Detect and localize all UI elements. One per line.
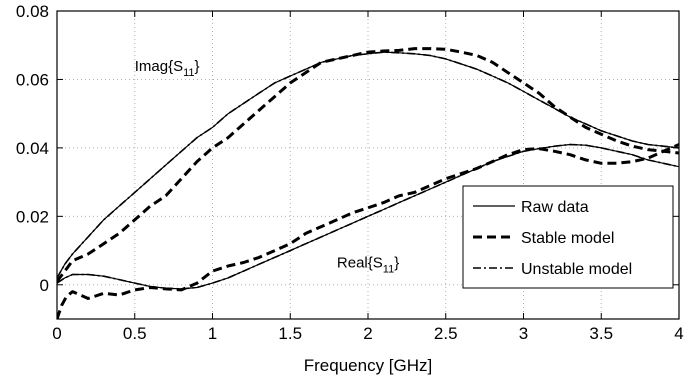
series-line-dashdot-imag [57, 51, 679, 279]
series-line-dashed-imag [57, 47, 679, 283]
y-tick-label: 0 [40, 276, 49, 295]
x-tick-label: 0 [52, 324, 61, 343]
annotations: Imag{S11} Real{S11} [135, 58, 399, 276]
x-tick-label: 3 [519, 324, 528, 343]
annotation-label: Real{S11} [337, 255, 399, 276]
y-tick-label: 0.06 [16, 70, 49, 89]
legend-label: Raw data [521, 199, 589, 216]
y-tick-label: 0.08 [16, 2, 49, 21]
annotation-label: Imag{S11} [135, 58, 200, 79]
legend-box [462, 185, 674, 289]
x-tick-label: 1.5 [278, 324, 302, 343]
x-tick-label: 2 [363, 324, 372, 343]
x-tick-label: 0.5 [123, 324, 147, 343]
series-layer [57, 47, 679, 319]
y-tick-label: 0.02 [16, 207, 49, 226]
legend-label: Stable model [521, 230, 614, 247]
x-axis-label: Frequency [GHz] [304, 356, 433, 375]
x-tick-label: 3.5 [589, 324, 613, 343]
axis-ticks: 0 0.5 1 1.5 2 2.5 3 3.5 4 0 0.02 0.04 0.06 0.08 [16, 2, 684, 343]
series-line-dashed-real [57, 143, 679, 319]
legend: Raw data Stable model Unstable model [462, 185, 674, 289]
y-tick-label: 0.04 [16, 139, 49, 158]
x-tick-label: 4 [674, 324, 683, 343]
series-line-dashdot-real [57, 143, 679, 290]
legend-label: Unstable model [521, 261, 632, 278]
x-tick-label: 1 [208, 324, 217, 343]
x-tick-label: 2.5 [434, 324, 458, 343]
